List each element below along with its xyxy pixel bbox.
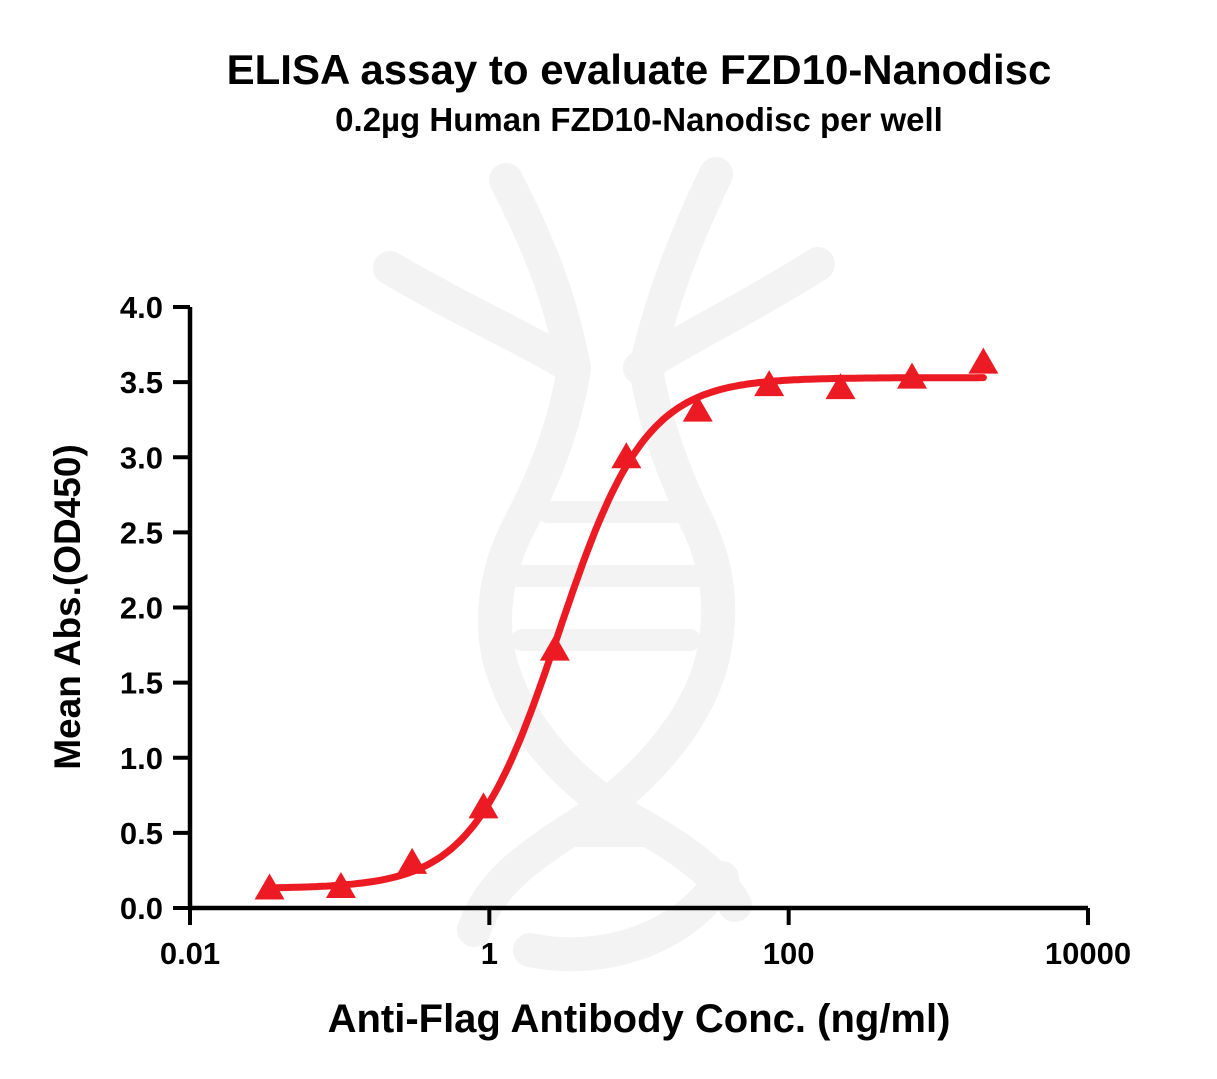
- x-tick-label: 100: [763, 936, 815, 971]
- data-point-markers: [254, 347, 999, 900]
- data-point-marker: [897, 362, 928, 389]
- data-point-marker: [254, 873, 285, 900]
- axes: 0.0 0.5 1.0 1.5 2.0 2.5 3.0 3.5 4.0 0.01 1 100 10000: [120, 290, 1131, 971]
- chart-subtitle: 0.2µg Human FZD10-Nanodisc per well: [335, 101, 943, 138]
- y-tick-label: 1.5: [120, 666, 163, 701]
- y-tick-label: 3.0: [120, 440, 163, 475]
- y-tick-label: 1.0: [120, 741, 163, 776]
- data-point-marker: [325, 871, 356, 898]
- x-tick-label: 1: [481, 936, 498, 971]
- y-tick-label: 3.5: [120, 365, 163, 400]
- x-tick-label: 0.01: [160, 936, 220, 971]
- data-point-marker: [539, 634, 570, 661]
- y-tick-label: 0.0: [120, 891, 163, 926]
- chart-title: ELISA assay to evaluate FZD10-Nanodisc: [227, 46, 1052, 93]
- x-axis-title: Anti-Flag Antibody Conc. (ng/ml): [328, 997, 951, 1041]
- data-point-marker: [468, 792, 499, 819]
- y-tick-label: 2.0: [120, 591, 163, 626]
- y-tick-label: 2.5: [120, 515, 163, 550]
- y-axis-title: Mean Abs.(OD450): [47, 444, 88, 770]
- watermark-dna-helix-icon: [373, 157, 835, 972]
- data-point-marker: [968, 347, 999, 374]
- x-tick-label: 10000: [1045, 936, 1131, 971]
- data-point-marker: [611, 442, 642, 469]
- data-point-marker: [754, 370, 785, 397]
- data-point-marker: [825, 373, 856, 400]
- data-point-marker: [397, 847, 428, 874]
- data-point-marker: [682, 395, 713, 422]
- y-tick-label: 4.0: [120, 290, 163, 325]
- y-tick-label: 0.5: [120, 816, 163, 851]
